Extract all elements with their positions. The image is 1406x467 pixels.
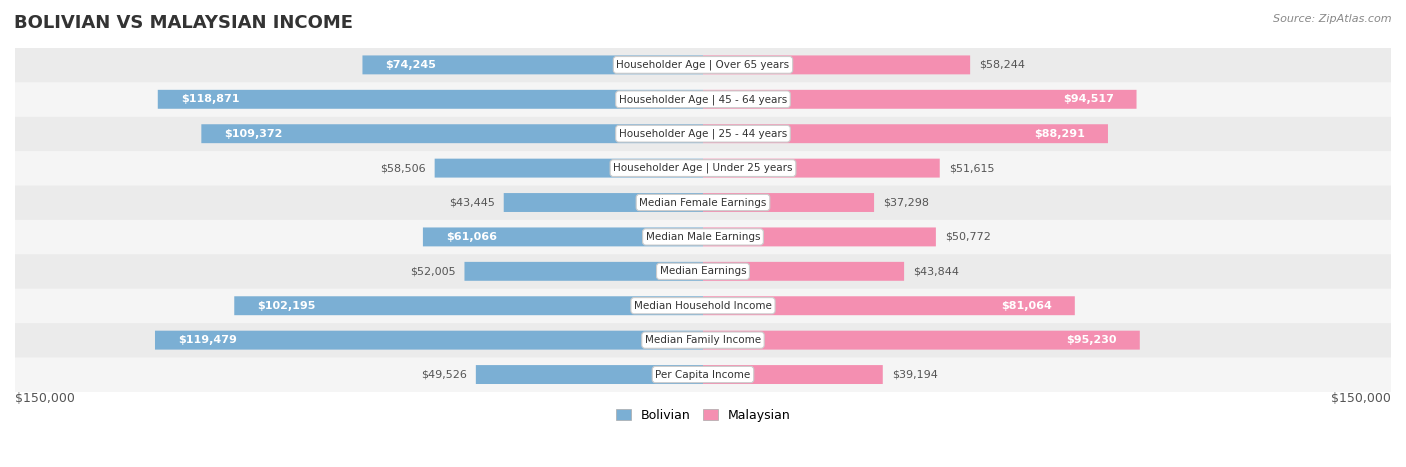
FancyBboxPatch shape (15, 357, 1391, 392)
FancyBboxPatch shape (434, 159, 703, 177)
FancyBboxPatch shape (15, 288, 1391, 323)
FancyBboxPatch shape (235, 296, 703, 315)
FancyBboxPatch shape (503, 193, 703, 212)
Text: $43,445: $43,445 (449, 198, 495, 207)
Text: $50,772: $50,772 (945, 232, 991, 242)
Text: $109,372: $109,372 (225, 129, 283, 139)
FancyBboxPatch shape (15, 219, 1391, 255)
Text: $52,005: $52,005 (409, 266, 456, 276)
Text: $51,615: $51,615 (949, 163, 994, 173)
Text: Householder Age | Over 65 years: Householder Age | Over 65 years (616, 60, 790, 70)
Text: $119,479: $119,479 (179, 335, 236, 345)
FancyBboxPatch shape (475, 365, 703, 384)
Text: $88,291: $88,291 (1035, 129, 1085, 139)
Text: $49,526: $49,526 (420, 369, 467, 380)
FancyBboxPatch shape (15, 151, 1391, 185)
Text: $58,506: $58,506 (380, 163, 426, 173)
FancyBboxPatch shape (703, 331, 1140, 350)
FancyBboxPatch shape (703, 365, 883, 384)
Text: $43,844: $43,844 (914, 266, 959, 276)
Text: $118,871: $118,871 (181, 94, 239, 104)
Text: $94,517: $94,517 (1063, 94, 1114, 104)
FancyBboxPatch shape (703, 159, 939, 177)
Text: Householder Age | 45 - 64 years: Householder Age | 45 - 64 years (619, 94, 787, 105)
FancyBboxPatch shape (15, 254, 1391, 289)
FancyBboxPatch shape (703, 193, 875, 212)
Text: $74,245: $74,245 (385, 60, 436, 70)
Text: Median Earnings: Median Earnings (659, 266, 747, 276)
FancyBboxPatch shape (15, 116, 1391, 151)
Text: $95,230: $95,230 (1066, 335, 1116, 345)
FancyBboxPatch shape (157, 90, 703, 109)
FancyBboxPatch shape (363, 56, 703, 74)
FancyBboxPatch shape (703, 262, 904, 281)
Text: Per Capita Income: Per Capita Income (655, 369, 751, 380)
FancyBboxPatch shape (155, 331, 703, 350)
Text: Median Male Earnings: Median Male Earnings (645, 232, 761, 242)
Text: Median Family Income: Median Family Income (645, 335, 761, 345)
FancyBboxPatch shape (423, 227, 703, 247)
Text: $102,195: $102,195 (257, 301, 315, 311)
FancyBboxPatch shape (464, 262, 703, 281)
Text: Median Household Income: Median Household Income (634, 301, 772, 311)
FancyBboxPatch shape (703, 56, 970, 74)
Legend: Bolivian, Malaysian: Bolivian, Malaysian (610, 404, 796, 427)
FancyBboxPatch shape (15, 48, 1391, 82)
Text: $61,066: $61,066 (446, 232, 496, 242)
Text: $150,000: $150,000 (1331, 392, 1391, 405)
FancyBboxPatch shape (703, 227, 936, 247)
FancyBboxPatch shape (15, 323, 1391, 358)
FancyBboxPatch shape (703, 124, 1108, 143)
Text: $150,000: $150,000 (15, 392, 75, 405)
FancyBboxPatch shape (201, 124, 703, 143)
Text: Median Female Earnings: Median Female Earnings (640, 198, 766, 207)
FancyBboxPatch shape (703, 90, 1136, 109)
FancyBboxPatch shape (15, 82, 1391, 117)
Text: $58,244: $58,244 (980, 60, 1025, 70)
Text: Source: ZipAtlas.com: Source: ZipAtlas.com (1274, 14, 1392, 24)
Text: BOLIVIAN VS MALAYSIAN INCOME: BOLIVIAN VS MALAYSIAN INCOME (14, 14, 353, 32)
FancyBboxPatch shape (703, 296, 1074, 315)
Text: $37,298: $37,298 (883, 198, 929, 207)
Text: Householder Age | Under 25 years: Householder Age | Under 25 years (613, 163, 793, 173)
Text: $81,064: $81,064 (1001, 301, 1052, 311)
Text: $39,194: $39,194 (891, 369, 938, 380)
Text: Householder Age | 25 - 44 years: Householder Age | 25 - 44 years (619, 128, 787, 139)
FancyBboxPatch shape (15, 185, 1391, 220)
